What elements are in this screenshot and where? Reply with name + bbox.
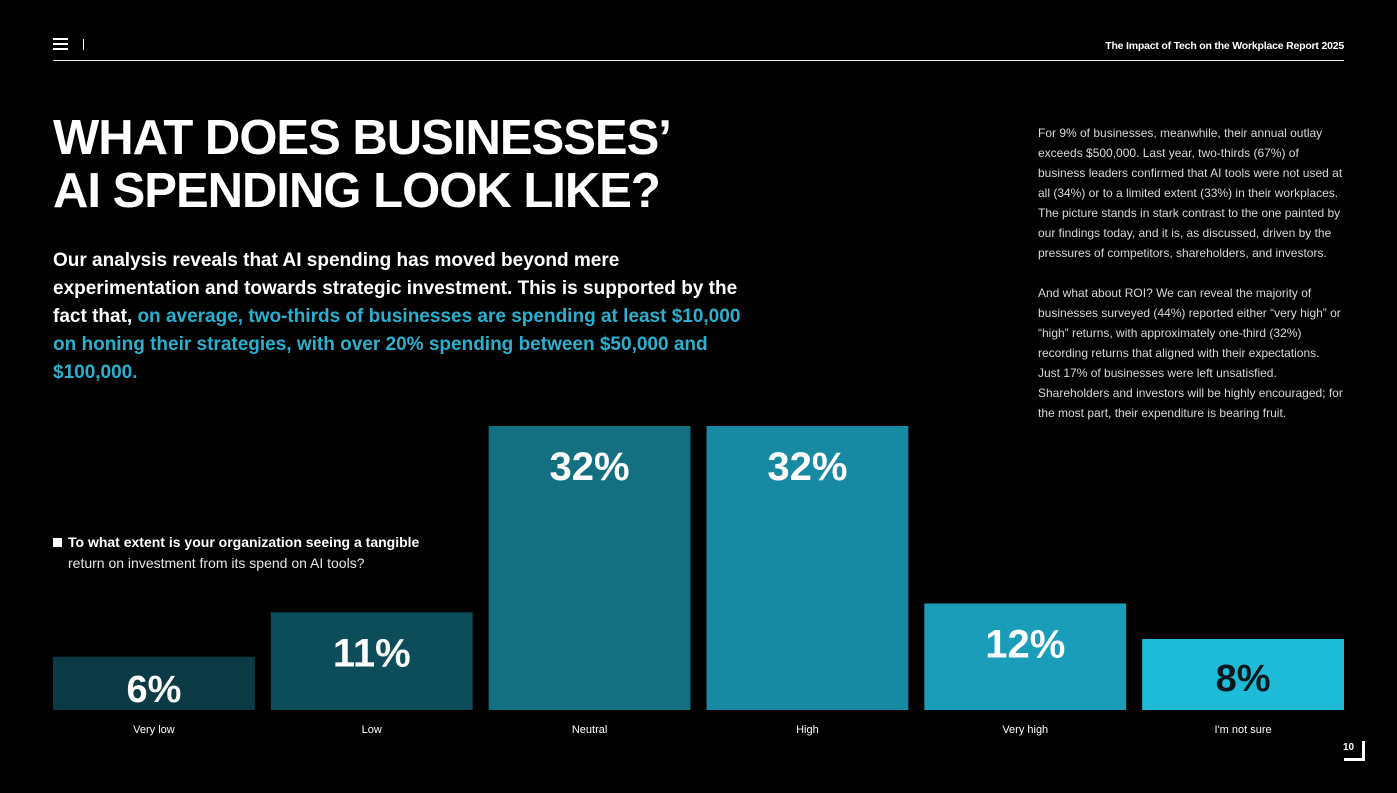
question-line-2: return on investment from its spend on A… <box>68 555 365 571</box>
category-label-0: Very low <box>133 724 175 736</box>
side-paragraph-1: For 9% of businesses, meanwhile, their a… <box>1038 126 1343 260</box>
lead-highlight: on average, two-thirds of businesses are… <box>53 306 741 383</box>
side-column: For 9% of businesses, meanwhile, their a… <box>1038 123 1343 443</box>
lead-paragraph: Our analysis reveals that AI spending ha… <box>53 247 753 387</box>
bar-2 <box>488 426 691 710</box>
page-title-line-1: WHAT DOES BUSINESSES’ <box>53 111 672 165</box>
question-line-1: To what extent is your organization seei… <box>68 534 420 550</box>
page-corner-mark <box>1344 741 1365 761</box>
page-number: 10 <box>1343 742 1355 753</box>
chart-question: To what extent is your organization seei… <box>53 532 423 574</box>
category-label-5: I'm not sure <box>1215 724 1272 736</box>
top-bar: The Impact of Tech on the Workplace Repo… <box>53 36 1344 61</box>
category-label-1: Low <box>362 724 382 736</box>
data-label-5: 8% <box>1216 658 1271 700</box>
data-label-0: 6% <box>126 669 181 711</box>
bullet-square-icon <box>53 538 62 547</box>
data-label-4: 12% <box>985 623 1065 667</box>
category-label-3: High <box>796 724 819 736</box>
category-label-2: Neutral <box>572 724 607 736</box>
report-title: The Impact of Tech on the Workplace Repo… <box>1105 40 1344 52</box>
bar-5 <box>1142 639 1344 710</box>
data-label-3: 32% <box>767 445 847 489</box>
bar-1 <box>270 612 473 710</box>
page-title-line-2: AI SPENDING LOOK LIKE? <box>53 164 661 218</box>
data-label-1: 11% <box>333 631 411 675</box>
page-title: WHAT DOES BUSINESSES’ AI SPENDING LOOK L… <box>53 112 773 218</box>
bar-3 <box>706 426 909 710</box>
hamburger-menu-icon[interactable] <box>53 38 68 50</box>
lead-text: Our analysis reveals that AI spending ha… <box>53 250 738 327</box>
side-paragraph-2: And what about ROI? We can reveal the ma… <box>1038 286 1343 420</box>
data-label-2: 32% <box>550 445 630 489</box>
category-label-4: Very high <box>1002 724 1048 736</box>
bar-4 <box>924 603 1127 710</box>
header-divider <box>83 39 84 50</box>
bar-0 <box>53 656 255 710</box>
